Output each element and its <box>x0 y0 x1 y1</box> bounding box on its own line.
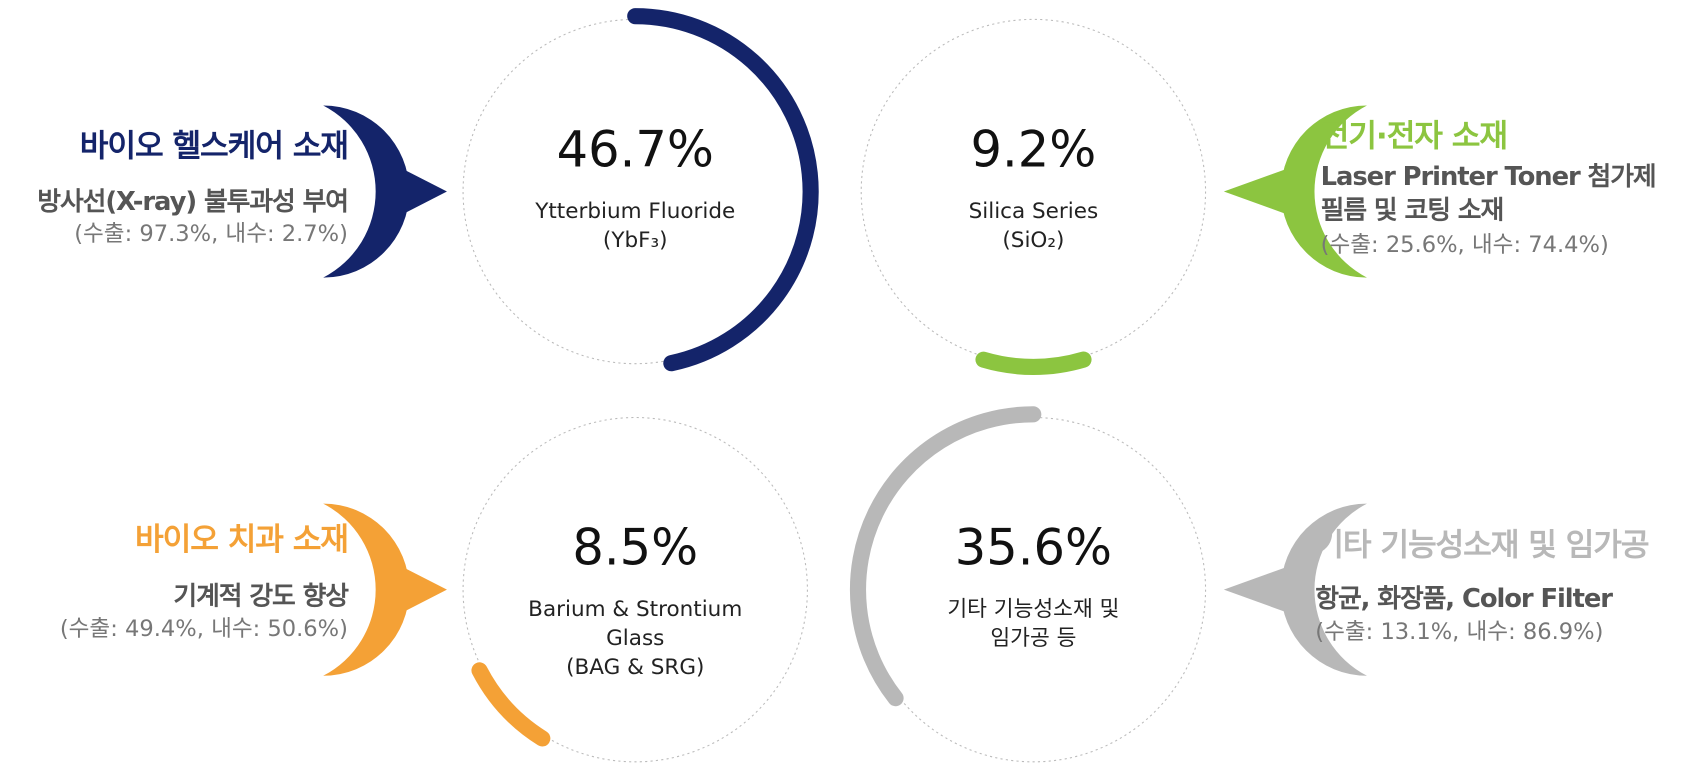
material-name: 임가공 등 <box>990 626 1076 651</box>
material-name: Glass <box>606 626 664 651</box>
material-name: Silica Series <box>969 199 1099 224</box>
crescent <box>1280 105 1367 278</box>
breakdown: (수출: 25.6%, 내수: 74.4%) <box>1321 232 1609 258</box>
crescent <box>1280 503 1367 676</box>
percent-label: 8.5% <box>572 518 698 576</box>
description: Laser Printer Toner 첨가제 <box>1321 162 1656 192</box>
material-name: (YbF₃) <box>603 228 668 253</box>
ring-outline <box>860 416 1207 763</box>
crescent <box>323 503 410 676</box>
material-name: Ytterbium Fluoride <box>534 199 735 224</box>
progress-arc <box>975 351 1092 376</box>
category-title: 전기·전자 소재 <box>1321 119 1507 155</box>
description: 필름 및 코팅 소재 <box>1321 195 1503 225</box>
description: 항균, 화장품, Color Filter <box>1315 584 1613 614</box>
material-name: 기타 기능성소재 및 <box>947 597 1119 622</box>
category-title: 바이오 치과 소재 <box>135 522 348 558</box>
pointer <box>1223 566 1290 614</box>
progress-arc <box>849 406 1042 707</box>
breakdown: (수출: 97.3%, 내수: 2.7%) <box>74 221 348 247</box>
percent-label: 35.6% <box>955 518 1112 576</box>
description: 방사선(X-ray) 불투과성 부여 <box>37 187 348 217</box>
percent-label: 9.2% <box>971 120 1097 178</box>
description: 기계적 강도 향상 <box>173 582 349 612</box>
percent-label: 46.7% <box>557 120 714 178</box>
breakdown: (수출: 13.1%, 내수: 86.9%) <box>1315 619 1603 645</box>
pointer <box>400 566 447 614</box>
material-name: (BAG & SRG) <box>566 655 704 680</box>
category-title: 바이오 헬스케어 소재 <box>80 128 348 164</box>
ring-outline <box>462 416 808 763</box>
breakdown: (수출: 49.4%, 내수: 50.6%) <box>60 616 348 642</box>
material-name: Barium & Strontium <box>528 597 742 622</box>
category-title: 기타 기능성소재 및 임가공 <box>1315 528 1649 564</box>
pointer <box>400 167 447 216</box>
pointer <box>1223 167 1290 216</box>
material-name: (SiO₂) <box>1002 228 1064 253</box>
progress-arc <box>627 8 819 372</box>
crescent <box>323 105 410 278</box>
progress-arc <box>471 662 551 747</box>
ring-outline <box>860 18 1207 365</box>
